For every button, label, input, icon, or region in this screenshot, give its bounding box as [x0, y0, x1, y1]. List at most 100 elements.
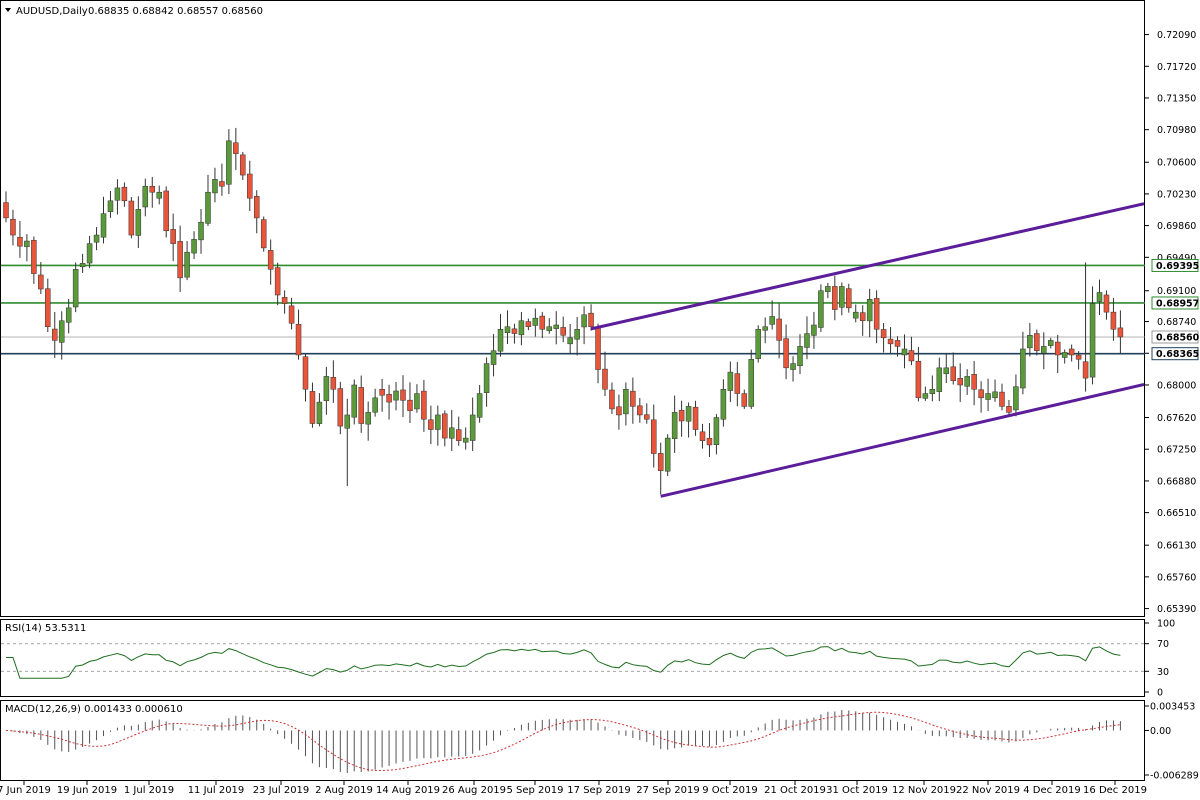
candle	[86, 235, 93, 269]
candle	[400, 375, 406, 418]
candle	[344, 398, 351, 487]
candle-body	[873, 298, 880, 330]
candle-body	[483, 363, 490, 393]
candle-body	[476, 393, 483, 418]
candle-body	[421, 390, 427, 420]
rsi-title: RSI(14) 53.5311	[5, 623, 86, 634]
candle-body	[316, 401, 323, 424]
rsi-tick-label: 30	[1157, 667, 1169, 678]
candle-body	[45, 288, 51, 327]
main-panel-frame	[0, 0, 1145, 617]
rsi-tick-label: 70	[1157, 639, 1169, 650]
candle	[595, 323, 601, 384]
candle-body	[588, 312, 594, 327]
candle	[1117, 310, 1124, 354]
candle	[1110, 297, 1117, 341]
candle-body	[525, 321, 532, 327]
candle-body	[1006, 406, 1012, 413]
candle-body	[630, 390, 636, 407]
candle-body	[393, 390, 399, 401]
candle	[741, 389, 748, 409]
candle-body	[685, 406, 692, 422]
candle-body	[797, 346, 803, 367]
candle	[358, 375, 364, 433]
candle-body	[825, 286, 831, 292]
candle-body	[469, 414, 476, 441]
date-tick-label: 7 Jun 2019	[0, 785, 51, 796]
candle	[664, 434, 671, 476]
candle	[567, 323, 573, 355]
candle	[114, 179, 121, 215]
candle-body	[922, 393, 929, 399]
candle	[121, 182, 128, 207]
candle	[337, 381, 344, 435]
candle	[428, 405, 434, 445]
price-tag-label: 0.68560	[1156, 332, 1200, 343]
candle-body	[706, 437, 713, 446]
candle-body	[386, 394, 392, 403]
candle	[852, 304, 859, 323]
candle	[414, 384, 420, 413]
candle	[657, 442, 664, 495]
candle-body	[964, 376, 970, 387]
candle	[915, 346, 922, 402]
candle-body	[128, 200, 135, 236]
candle-body	[462, 437, 469, 443]
rsi-tick-label: 100	[1157, 619, 1175, 630]
price-tick-label: 0.65760	[1157, 572, 1196, 583]
candle	[678, 400, 685, 437]
date-tick-label: 12 Nov 2019	[892, 785, 956, 796]
candle-body	[929, 389, 936, 395]
price-plot	[1, 127, 1145, 498]
candle	[52, 311, 58, 358]
candle	[490, 334, 497, 377]
candle	[1096, 279, 1103, 316]
candle-body	[121, 186, 128, 202]
candle-body	[10, 218, 16, 236]
candle-body	[1117, 327, 1124, 338]
candle	[316, 393, 323, 427]
candle	[365, 401, 371, 441]
candle	[393, 381, 399, 411]
candle	[1020, 331, 1026, 395]
candle	[630, 377, 636, 424]
candle-body	[323, 376, 330, 402]
candle	[901, 334, 908, 369]
candle	[288, 297, 295, 330]
candle-body	[908, 350, 915, 362]
candle	[240, 151, 246, 181]
price-tick-label: 0.72090	[1157, 30, 1196, 41]
rsi-axis: 100 70 30 0	[1145, 619, 1175, 699]
candle	[992, 379, 998, 402]
date-tick-label: 31 Oct 2019	[826, 785, 888, 796]
macd-title: MACD(12,26,9) 0.001433 0.000610	[5, 704, 183, 715]
candle	[476, 384, 483, 423]
date-tick-label: 17 Sep 2019	[567, 785, 630, 796]
candle-body	[776, 318, 782, 341]
candle-body	[790, 363, 796, 370]
candle-body	[518, 320, 525, 336]
candle	[323, 366, 330, 415]
candle-body	[1020, 348, 1026, 389]
price-tick-label: 0.66510	[1157, 508, 1196, 519]
candle-body	[79, 263, 86, 268]
candle-body	[581, 314, 587, 328]
candle-body	[713, 417, 720, 445]
collapse-triangle-icon[interactable]	[5, 8, 11, 12]
candle-body	[539, 315, 546, 330]
candle	[309, 382, 316, 428]
candle	[247, 160, 253, 211]
candle	[205, 174, 211, 227]
candle-body	[274, 267, 281, 296]
candle	[818, 284, 824, 332]
candle	[908, 336, 915, 366]
candle-body	[678, 409, 685, 422]
candle-body	[490, 350, 497, 365]
candle	[978, 381, 984, 413]
candle	[525, 318, 532, 331]
candle	[894, 336, 901, 357]
candle	[602, 351, 608, 397]
date-tick-label: 11 Jul 2019	[188, 785, 245, 796]
candle	[1054, 334, 1061, 373]
candle	[846, 283, 852, 313]
